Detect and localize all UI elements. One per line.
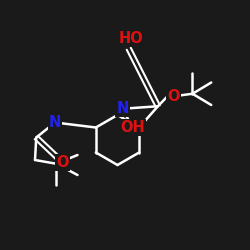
Text: O: O [168, 89, 180, 104]
Text: OH: OH [120, 120, 145, 135]
Text: N: N [116, 101, 129, 116]
Text: O: O [56, 155, 69, 170]
Text: N: N [49, 115, 61, 130]
Text: HO: HO [119, 31, 144, 46]
